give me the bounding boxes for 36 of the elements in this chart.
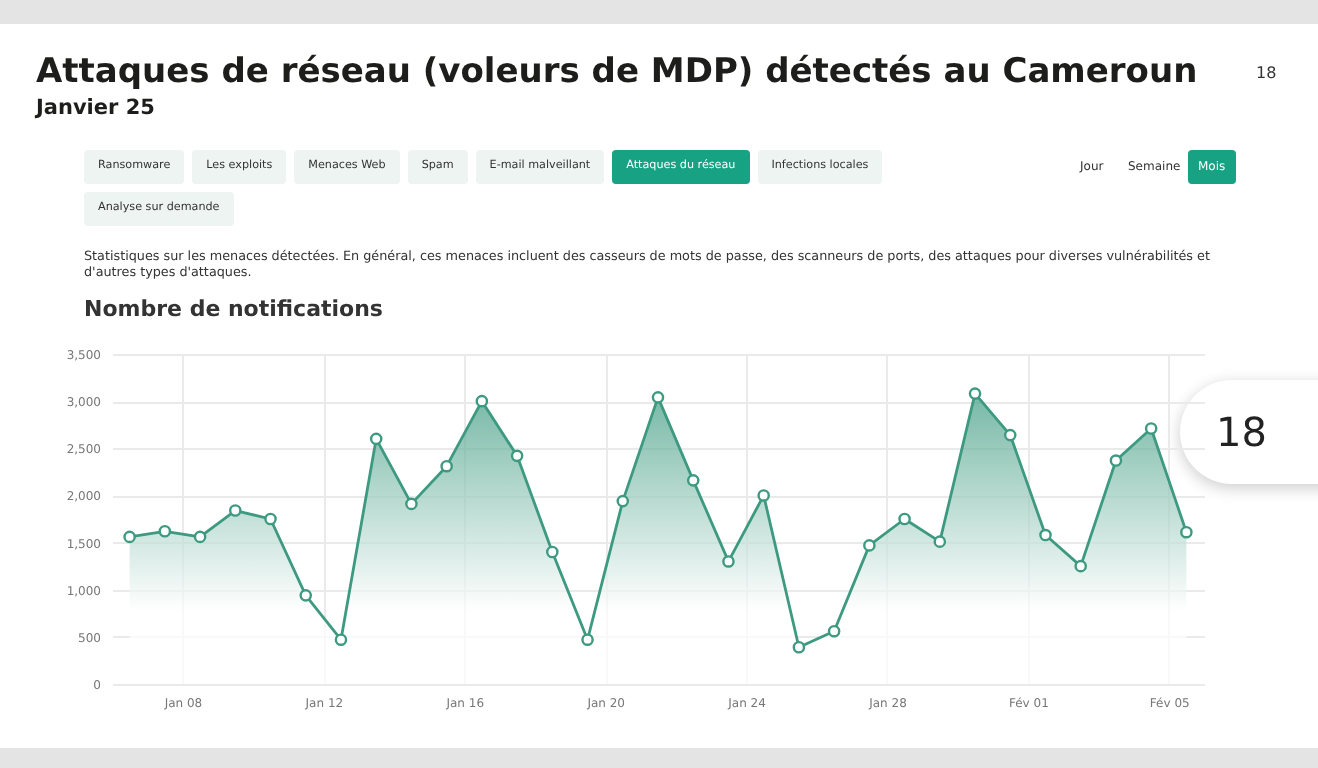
point [651, 391, 665, 404]
point [228, 504, 242, 517]
chart-title: Attaques de réseau (voleurs de MDP) détectés au Cameroun [36, 52, 1198, 92]
point [968, 387, 982, 400]
point [1039, 528, 1052, 542]
point [686, 474, 700, 487]
point [933, 535, 947, 548]
point [616, 494, 630, 508]
point [863, 539, 876, 552]
point [581, 633, 594, 646]
point [440, 459, 453, 473]
text: Nombre de notifications [84, 296, 383, 322]
point [792, 640, 806, 654]
text: 18 [1256, 64, 1277, 82]
point [722, 555, 735, 568]
point [1074, 559, 1088, 573]
point [264, 512, 277, 526]
point [1003, 428, 1017, 442]
point [1109, 454, 1123, 467]
point [510, 449, 524, 463]
point [123, 530, 136, 544]
point [369, 432, 383, 446]
point [475, 394, 489, 408]
point [158, 524, 172, 538]
point [299, 589, 313, 602]
point [827, 624, 841, 638]
point [1144, 422, 1158, 435]
point [334, 633, 348, 646]
point [546, 545, 559, 559]
point [1180, 525, 1193, 539]
point [757, 489, 770, 502]
chart-subtitle: Janvier 25 [36, 96, 155, 120]
point [405, 497, 418, 511]
point [193, 530, 207, 544]
text: 18 [1180, 380, 1318, 484]
point [898, 512, 911, 526]
